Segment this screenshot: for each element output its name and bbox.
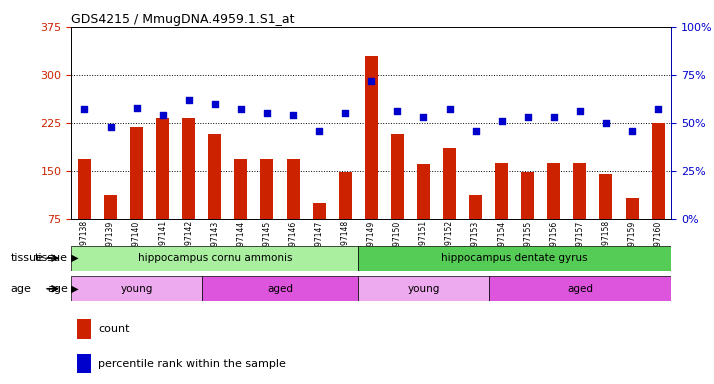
Text: GDS4215 / MmugDNA.4959.1.S1_at: GDS4215 / MmugDNA.4959.1.S1_at xyxy=(71,13,295,26)
Bar xyxy=(391,134,404,219)
Bar xyxy=(600,174,613,219)
Bar xyxy=(78,159,91,219)
Point xyxy=(444,106,456,113)
Point xyxy=(522,114,533,120)
Bar xyxy=(130,127,143,219)
Bar xyxy=(71,246,358,271)
Point xyxy=(339,110,351,116)
Point xyxy=(287,112,298,118)
Bar xyxy=(313,203,326,219)
Text: hippocampus cornu ammonis: hippocampus cornu ammonis xyxy=(138,253,292,263)
Text: hippocampus dentate gyrus: hippocampus dentate gyrus xyxy=(441,253,588,263)
Point xyxy=(157,112,169,118)
Text: ▶: ▶ xyxy=(68,284,79,294)
Point xyxy=(470,127,481,134)
Bar xyxy=(261,159,273,219)
Point xyxy=(209,101,221,107)
Bar xyxy=(77,354,91,373)
Point xyxy=(261,110,273,116)
Point xyxy=(626,127,638,134)
Bar xyxy=(104,195,117,219)
Bar xyxy=(417,164,430,219)
Bar xyxy=(156,118,169,219)
Bar xyxy=(182,118,195,219)
Bar xyxy=(625,199,638,219)
Bar xyxy=(443,149,456,219)
Bar xyxy=(521,172,534,219)
Point xyxy=(183,97,194,103)
Bar xyxy=(495,162,508,219)
Bar xyxy=(202,276,358,301)
Text: aged: aged xyxy=(567,284,593,294)
Point xyxy=(496,118,508,124)
Point xyxy=(600,120,612,126)
Text: percentile rank within the sample: percentile rank within the sample xyxy=(99,359,286,369)
Text: age: age xyxy=(47,284,68,294)
Bar xyxy=(573,162,586,219)
Bar xyxy=(358,246,671,271)
Point xyxy=(653,106,664,113)
Point xyxy=(418,114,429,120)
Text: age: age xyxy=(11,284,31,294)
Text: ▶: ▶ xyxy=(68,253,79,263)
Text: tissue: tissue xyxy=(11,253,44,263)
Text: aged: aged xyxy=(267,284,293,294)
Bar xyxy=(208,134,221,219)
Point xyxy=(574,108,585,114)
Point xyxy=(392,108,403,114)
Bar xyxy=(488,276,671,301)
Point xyxy=(131,104,142,111)
Bar xyxy=(77,319,91,339)
Text: young: young xyxy=(407,284,440,294)
Bar xyxy=(71,276,202,301)
Bar xyxy=(469,195,482,219)
Point xyxy=(105,124,116,130)
Bar xyxy=(338,172,352,219)
Bar xyxy=(548,162,560,219)
Text: young: young xyxy=(121,284,153,294)
Point xyxy=(366,78,377,84)
Point xyxy=(79,106,90,113)
Point xyxy=(235,106,246,113)
Bar xyxy=(286,159,300,219)
Text: count: count xyxy=(99,324,130,334)
Text: tissue: tissue xyxy=(35,253,68,263)
Bar xyxy=(365,56,378,219)
Bar xyxy=(652,123,665,219)
Point xyxy=(313,127,325,134)
Point xyxy=(548,114,560,120)
Bar xyxy=(234,159,248,219)
Bar xyxy=(358,276,488,301)
